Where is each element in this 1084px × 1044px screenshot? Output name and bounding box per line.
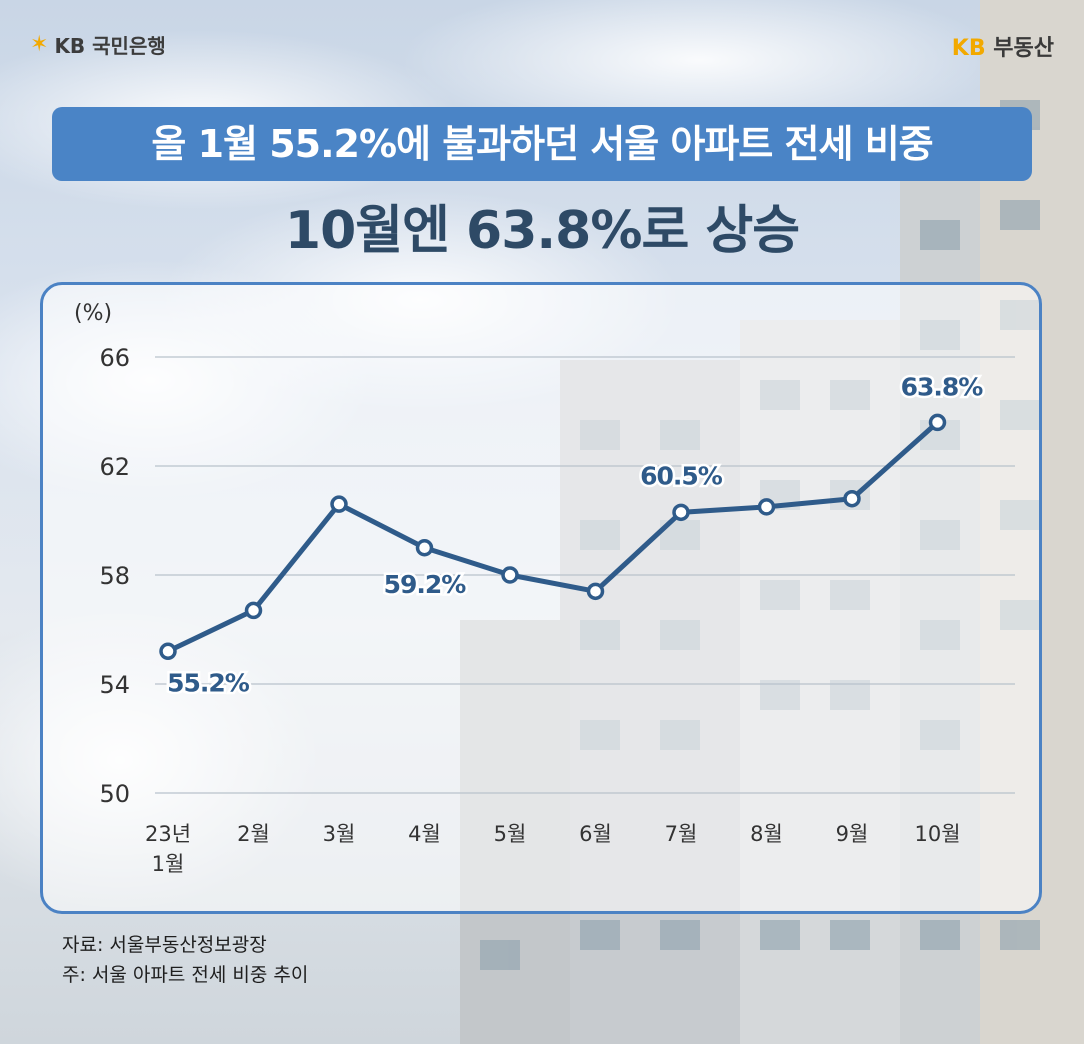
x-tick-label: 7월 [665,822,698,846]
x-tick-label: 5월 [494,822,527,846]
data-point [672,503,690,522]
data-label: 59.2% [384,570,467,599]
y-tick-label: 58 [99,562,130,590]
data-point [415,539,434,557]
x-tick-label: 6월 [579,822,612,846]
data-point [244,601,263,620]
data-point [843,489,861,508]
y-tick-label: 62 [99,453,130,481]
logo-left-text: KB 국민은행 [54,34,166,58]
data-point [159,642,177,661]
data-label: 60.5% [640,461,723,490]
chart-card [40,282,1042,914]
x-tick-label: 1월 [152,852,185,876]
source-text: 자료: 서울부동산정보광장 [62,934,267,956]
x-tick-label: 4월 [408,822,441,846]
x-tick-label: 8월 [750,822,783,846]
y-tick-label: 66 [99,344,130,372]
kb-real-estate-logo: KB 부동산 [952,30,1054,62]
series-line [165,419,940,654]
y-axis-label: (%) [74,301,112,326]
logo-right-text: 부동산 [993,36,1054,61]
data-label: 63.8% [901,372,984,401]
kb-kookmin-bank-logo: ✶ KB 국민은행 [30,30,166,59]
headline-banner: 올 1월 55.2%에 불과하던 서울 아파트 전세 비중 [52,107,1032,181]
note-text: 주: 서울 아파트 전세 비중 추이 [62,964,309,986]
data-point [330,495,348,513]
data-point [928,413,947,432]
data-point [757,498,776,516]
logo-right-kb: KB [951,36,986,61]
x-tick-label: 2월 [237,822,270,846]
data-point [586,582,605,601]
subheadline: 10월엔 63.8%로 상승 [284,201,800,261]
x-tick-label: 23년 [145,822,191,846]
source-notes: 자료: 서울부동산정보광장 주: 서울 아파트 전세 비중 추이 [62,930,308,990]
x-tick-label: 9월 [836,822,869,846]
headline-text: 올 1월 55.2%에 불과하던 서울 아파트 전세 비중 [151,122,933,166]
y-tick-label: 54 [99,671,130,699]
data-label: 55.2% [167,668,250,697]
data-point [501,566,519,584]
kb-star-icon: ✶ [30,32,49,57]
x-tick-label: 10월 [914,822,960,846]
x-tick-label: 3월 [323,822,356,846]
y-tick-label: 50 [99,780,130,808]
line-chart: 50 54 58 62 66 (%) 23년 1월 2월 3월 4월 5월 6월 7월 8월 9월 10월 55.… [74,301,1015,876]
